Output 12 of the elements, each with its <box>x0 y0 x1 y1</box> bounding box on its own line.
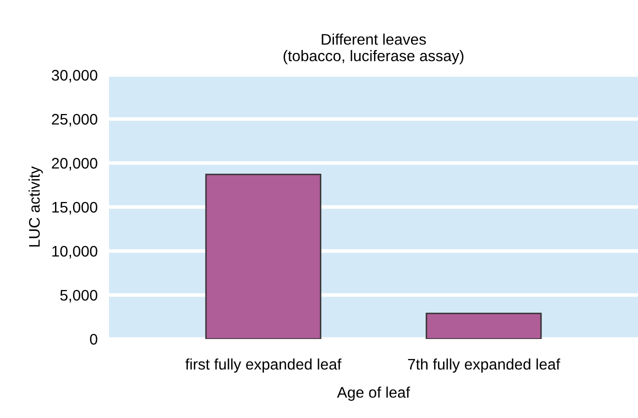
chart-title: Different leaves (tobacco, luciferase assay) <box>284 34 464 64</box>
x-tick-label: 7th fully expanded leaf <box>408 358 560 373</box>
x-tick-label: first fully expanded leaf <box>185 358 342 373</box>
y-tick-label: 20,000 <box>52 158 98 170</box>
y-axis-title: LUC activity <box>28 166 43 246</box>
x-axis-title: Age of leaf <box>337 386 410 401</box>
y-tick-label: 10,000 <box>52 246 98 258</box>
y-tick-label: 0 <box>90 334 98 345</box>
y-tick-label: 15,000 <box>52 202 98 214</box>
y-tick-label: 25,000 <box>52 114 98 126</box>
y-tick-label: 5,000 <box>60 290 98 302</box>
y-tick-label: 30,000 <box>52 70 98 82</box>
